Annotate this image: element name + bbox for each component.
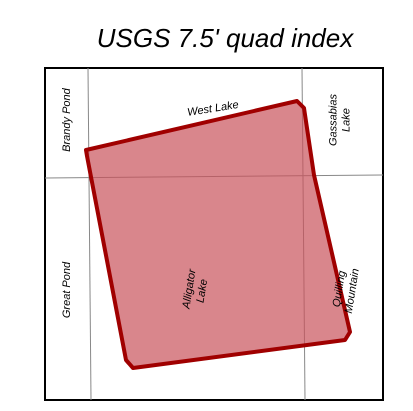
quad-label: Gassabias [327, 94, 339, 146]
quad-line [87, 67, 92, 401]
quad-label: Brandy Pond [61, 87, 73, 151]
quad-label: Great Pond [61, 261, 73, 318]
quad-label: Lake [340, 108, 352, 132]
area-polygon [84, 99, 352, 370]
quad-label: Quilling [331, 269, 349, 308]
quad-label: Lake [195, 278, 211, 303]
map-title: USGS 7.5' quad index [97, 23, 354, 53]
